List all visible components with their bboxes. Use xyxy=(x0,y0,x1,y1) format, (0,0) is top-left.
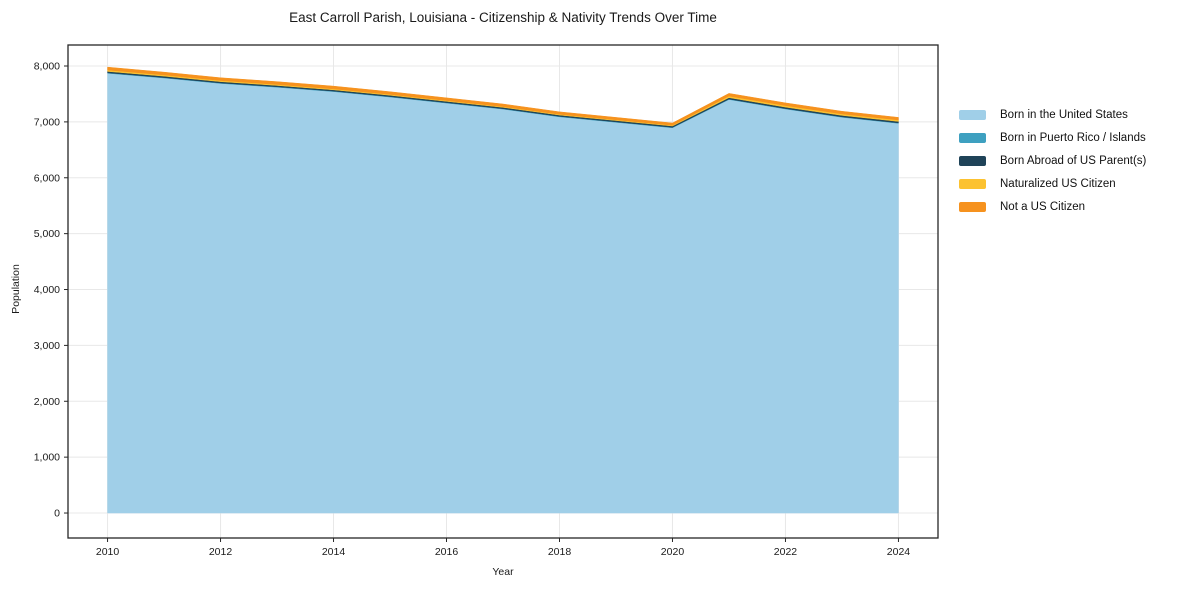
legend-label: Born in the United States xyxy=(1000,109,1128,121)
x-tick-label: 2012 xyxy=(209,546,233,558)
legend-swatch-icon xyxy=(959,133,986,143)
x-tick-label: 2014 xyxy=(322,546,346,558)
area-series-0 xyxy=(107,73,899,514)
x-tick-label: 2016 xyxy=(435,546,459,558)
y-tick-label: 6,000 xyxy=(34,172,60,184)
x-axis-label: Year xyxy=(492,566,514,578)
legend-item-3: Naturalized US Citizen xyxy=(959,177,1146,191)
legend-swatch-icon xyxy=(959,156,986,166)
y-tick-label: 4,000 xyxy=(34,284,60,296)
y-tick-label: 3,000 xyxy=(34,340,60,352)
y-tick-label: 0 xyxy=(54,508,60,520)
legend-label: Not a US Citizen xyxy=(1000,201,1086,213)
legend-item-4: Not a US Citizen xyxy=(959,200,1146,214)
area-series-4 xyxy=(107,66,899,126)
plot-border xyxy=(67,44,939,539)
legend-item-2: Born Abroad of US Parent(s) xyxy=(959,154,1146,168)
chart-title: East Carroll Parish, Louisiana - Citizen… xyxy=(289,10,717,25)
y-tick-label: 8,000 xyxy=(34,61,60,73)
legend-label: Naturalized US Citizen xyxy=(1000,178,1116,190)
y-tick-label: 5,000 xyxy=(34,228,60,240)
y-tick-label: 7,000 xyxy=(34,116,60,128)
x-tick-label: 2024 xyxy=(887,546,911,558)
x-tick-label: 2022 xyxy=(774,546,798,558)
legend-swatch-icon xyxy=(959,179,986,189)
legend-label: Born Abroad of US Parent(s) xyxy=(1000,155,1147,167)
legend-item-1: Born in Puerto Rico / Islands xyxy=(959,131,1146,145)
legend-label: Born in Puerto Rico / Islands xyxy=(1000,132,1146,144)
y-tick-label: 2,000 xyxy=(34,396,60,408)
chart-legend: Born in the United States Born in Puerto … xyxy=(959,108,1146,223)
x-tick-label: 2020 xyxy=(661,546,685,558)
legend-swatch-icon xyxy=(959,202,986,212)
legend-swatch-icon xyxy=(959,110,986,120)
x-tick-label: 2010 xyxy=(96,546,120,558)
x-tick-label: 2018 xyxy=(548,546,572,558)
y-tick-label: 1,000 xyxy=(34,452,60,464)
legend-item-0: Born in the United States xyxy=(959,108,1146,122)
